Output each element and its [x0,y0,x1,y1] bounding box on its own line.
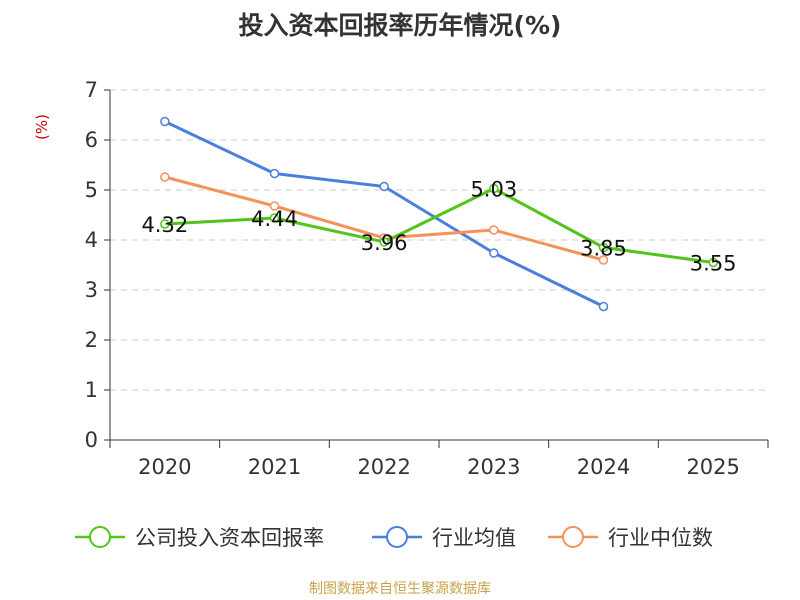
legend-marker-2 [562,526,584,548]
legend-marker-1 [386,526,408,548]
legend-label-2: 行业中位数 [608,526,713,550]
x-tick-label-2025: 2025 [686,455,739,479]
y-tick-label-5: 5 [85,178,98,202]
data-point-s2-2023 [489,225,499,235]
data-point-s0-2025 [708,257,718,268]
x-tick-label-2024: 2024 [577,455,630,479]
y-tick-label-2: 2 [85,328,98,352]
x-tick-label-2023: 2023 [467,455,520,479]
y-tick-label-3: 3 [85,278,98,302]
legend-marker-0 [89,526,111,548]
data-point-s0-2020 [160,219,170,229]
y-tick-label-6: 6 [85,128,98,152]
chart-title: 投入资本回报率历年情况(%) [238,11,562,40]
data-point-s2-2024 [598,255,609,265]
data-label-2024: 3.85 [580,237,627,261]
data-point-s1-2022 [379,181,389,192]
x-tick-label-2021: 2021 [248,455,301,479]
y-tick-label-4: 4 [85,228,98,252]
y-tick-label-7: 7 [85,78,98,102]
legend-label-1: 行业均值 [432,526,516,550]
data-point-s0-2021 [269,213,280,223]
data-label-2025: 3.55 [690,252,737,276]
data-labels: 4.32 4.44 3.96 5.03 3.85 3.55 [141,178,736,276]
data-label-2020: 4.32 [141,213,188,237]
y-tick-label-0: 0 [85,428,98,452]
data-point-s0-2023 [489,183,499,194]
data-point-s1-2023 [489,248,499,258]
series-line-0 [164,187,714,264]
y-tick-label-1: 1 [85,378,98,402]
legend: 公司投入资本回报率 行业均值 行业中位数 [75,526,713,550]
data-point-s1-2020 [160,116,170,127]
data-source-note: 制图数据来自恒生聚源数据库 [309,581,491,597]
data-label-2023: 5.03 [470,178,517,202]
data-point-s0-2022 [379,237,389,247]
data-point-s1-2021 [269,168,280,179]
data-point-s2-2021 [269,201,280,211]
data-label-2021: 4.44 [251,207,298,231]
data-label-2022: 3.96 [361,231,408,255]
axes: 0 1 2 3 4 5 6 7 2020 2021 2022 2023 2024 2025 [85,78,769,479]
x-tick-label-2022: 2022 [357,455,410,479]
data-point-s2-2020 [160,172,170,182]
series-group [160,116,718,312]
data-point-s1-2024 [598,301,609,312]
x-tick-label-2020: 2020 [138,455,191,479]
gridlines [110,89,768,391]
series-line-1 [164,120,605,308]
legend-label-0: 公司投入资本回报率 [135,526,324,550]
data-point-s0-2024 [598,242,609,253]
